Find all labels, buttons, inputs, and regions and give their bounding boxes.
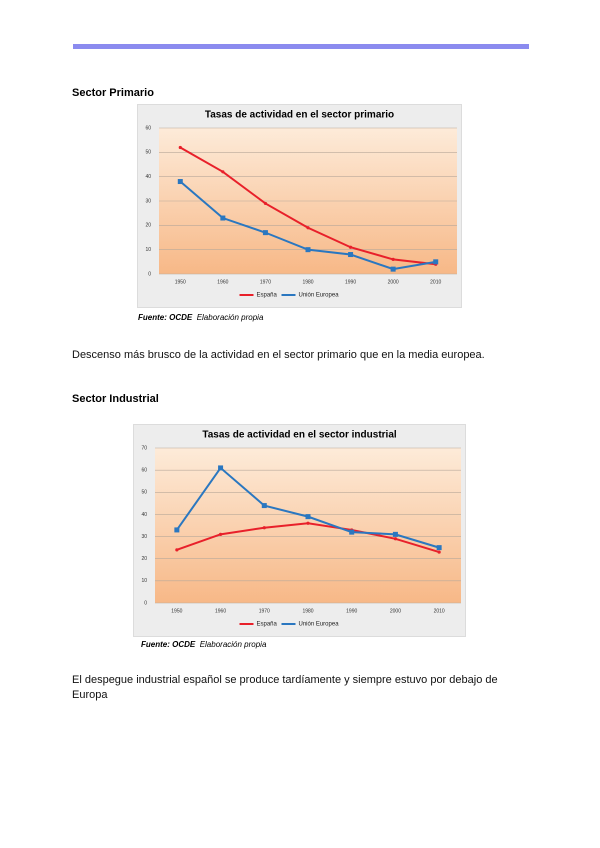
source-label: Fuente: OCDE [141, 640, 196, 649]
y-tick-label: 0 [144, 600, 147, 606]
y-tick-label: 40 [141, 512, 147, 518]
marker [349, 529, 355, 535]
x-tick-label: 1990 [345, 279, 356, 285]
marker [391, 257, 395, 261]
source: Fuente: OCDE Elaboración propia [138, 313, 263, 322]
y-tick-label: 10 [145, 247, 151, 253]
plot-area [155, 448, 461, 603]
x-tick-label: 1980 [302, 279, 313, 285]
y-tick-label: 60 [145, 125, 151, 131]
y-tick-label: 20 [145, 223, 151, 229]
x-tick-label: 2000 [388, 279, 399, 285]
y-tick-label: 30 [145, 198, 151, 204]
marker [261, 503, 267, 509]
marker [174, 527, 180, 533]
legend-label: Unión Europea [299, 622, 340, 628]
marker [392, 531, 398, 537]
marker [305, 247, 311, 253]
chart-title: Tasas de actividad en el sector primario [205, 110, 394, 121]
y-tick-label: 10 [141, 578, 147, 584]
marker [393, 537, 398, 541]
marker [175, 548, 179, 552]
legend-label: España [257, 622, 278, 628]
source-label: Fuente: OCDE [138, 313, 193, 322]
marker [177, 179, 183, 185]
source-text: Elaboración propia [196, 313, 264, 322]
section-heading: Sector Industrial [72, 393, 159, 405]
marker [390, 266, 396, 272]
marker [437, 550, 441, 554]
paragraph: El despegue industrial español se produc… [72, 674, 498, 701]
marker [433, 259, 439, 265]
marker [263, 201, 268, 206]
source-text: Elaboración propia [199, 640, 267, 649]
y-tick-label: 50 [145, 150, 151, 156]
x-tick-label: 2010 [434, 608, 445, 614]
marker [178, 145, 182, 150]
marker [218, 532, 223, 536]
y-tick-label: 30 [141, 534, 147, 540]
marker [262, 526, 266, 530]
marker [218, 465, 224, 471]
chart-title: Tasas de actividad en el sector industri… [202, 430, 397, 441]
marker [306, 521, 310, 525]
source: Fuente: OCDE Elaboración propia [141, 640, 266, 649]
y-tick-label: 20 [141, 556, 147, 562]
x-tick-label: 1950 [171, 608, 182, 614]
x-tick-label: 1980 [302, 608, 313, 614]
x-tick-label: 1970 [259, 608, 270, 614]
section-heading: Sector Primario [72, 87, 154, 99]
x-tick-label: 1960 [217, 279, 228, 285]
top-rule [73, 44, 529, 49]
legend-label: Unión Europea [299, 293, 340, 299]
y-tick-label: 50 [141, 490, 147, 496]
y-tick-label: 0 [148, 271, 151, 277]
marker [262, 230, 268, 236]
marker [221, 170, 225, 174]
y-tick-label: 40 [145, 174, 151, 180]
chart: Tasas de actividad en el sector industri… [133, 424, 466, 637]
y-tick-label: 60 [141, 467, 147, 473]
x-tick-label: 2010 [430, 279, 441, 285]
marker [436, 545, 442, 551]
x-tick-label: 2000 [390, 608, 401, 614]
x-tick-label: 1990 [346, 608, 357, 614]
x-tick-label: 1950 [175, 279, 186, 285]
legend-label: España [257, 293, 278, 299]
marker [305, 514, 311, 520]
x-tick-label: 1970 [260, 279, 271, 285]
y-tick-label: 70 [141, 445, 147, 451]
paragraph: Descenso más brusco de la actividad en e… [72, 349, 485, 361]
chart: Tasas de actividad en el sector primario… [137, 104, 462, 308]
marker [306, 226, 310, 230]
marker [348, 252, 354, 258]
marker [348, 245, 353, 249]
marker [220, 215, 226, 221]
x-tick-label: 1960 [215, 608, 226, 614]
